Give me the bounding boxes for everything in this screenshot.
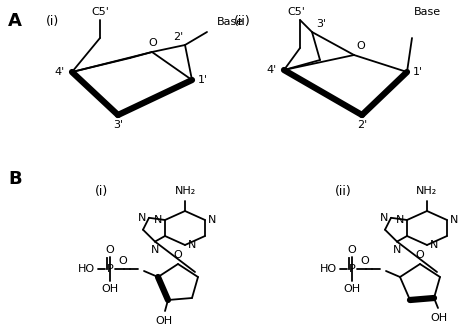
Text: O: O: [106, 245, 114, 255]
Text: O: O: [416, 250, 424, 260]
Text: 3': 3': [316, 19, 326, 29]
Text: N: N: [396, 215, 404, 225]
Text: OH: OH: [344, 284, 361, 294]
Text: B: B: [8, 170, 22, 188]
Text: 3': 3': [113, 120, 123, 130]
Text: 1': 1': [413, 67, 423, 77]
Text: 4': 4': [55, 67, 65, 77]
Text: A: A: [8, 12, 22, 30]
Text: N: N: [151, 245, 159, 255]
Text: Base: Base: [217, 17, 244, 27]
Text: NH₂: NH₂: [416, 186, 438, 196]
Text: 2': 2': [173, 32, 183, 42]
Text: (i): (i): [46, 15, 59, 28]
Text: 1': 1': [198, 75, 208, 85]
Text: P: P: [107, 264, 113, 274]
Text: (i): (i): [95, 185, 108, 198]
Text: 4': 4': [267, 65, 277, 75]
Text: O: O: [356, 41, 365, 51]
Text: HO: HO: [320, 264, 337, 274]
Text: NH₂: NH₂: [174, 186, 196, 196]
Text: OH: OH: [155, 316, 173, 326]
Text: O: O: [118, 256, 128, 266]
Text: N: N: [154, 215, 162, 225]
Text: N: N: [393, 245, 401, 255]
Text: O: O: [361, 256, 369, 266]
Text: P: P: [348, 264, 356, 274]
Text: O: O: [173, 250, 182, 260]
Text: Base: Base: [414, 7, 441, 17]
Text: (ii): (ii): [234, 15, 251, 28]
Text: O: O: [149, 38, 157, 48]
Text: N: N: [137, 213, 146, 223]
Text: 2': 2': [357, 120, 367, 130]
Text: O: O: [347, 245, 356, 255]
Text: N: N: [188, 240, 196, 250]
Text: C5': C5': [91, 7, 109, 17]
Text: N: N: [430, 240, 438, 250]
Text: C5': C5': [287, 7, 305, 17]
Text: OH: OH: [101, 284, 118, 294]
Text: HO: HO: [78, 264, 95, 274]
Text: N: N: [208, 215, 216, 225]
Text: OH: OH: [430, 313, 447, 323]
Text: N: N: [450, 215, 458, 225]
Text: (ii): (ii): [335, 185, 352, 198]
Text: N: N: [380, 213, 388, 223]
